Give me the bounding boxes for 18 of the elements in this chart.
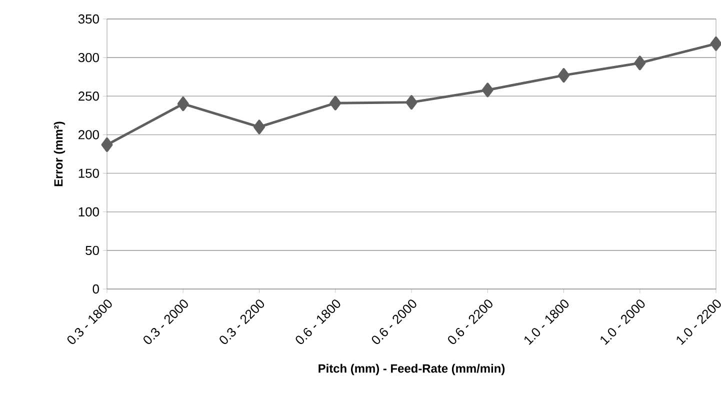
point [254, 120, 265, 134]
point [406, 95, 418, 110]
y-tick-label: 300 [78, 52, 99, 62]
y-tick-label: 150 [78, 168, 99, 178]
y-tick-label: 250 [78, 92, 99, 101]
y-axis-title: Error (mm²) [54, 122, 66, 186]
y-tick-label: 350 [78, 14, 99, 24]
point [558, 68, 570, 83]
point [330, 96, 342, 110]
y-tick-label: 200 [78, 130, 99, 140]
y-tick-label: 50 [86, 246, 99, 256]
point [634, 56, 646, 70]
x-axis-title: Pitch (mm) - Feed-Rate (mm/min) [318, 364, 505, 376]
point [101, 137, 113, 152]
y-tick-label: 0 [92, 284, 99, 294]
point [177, 96, 189, 112]
y-tick-label: 100 [78, 207, 99, 216]
point [482, 82, 494, 98]
